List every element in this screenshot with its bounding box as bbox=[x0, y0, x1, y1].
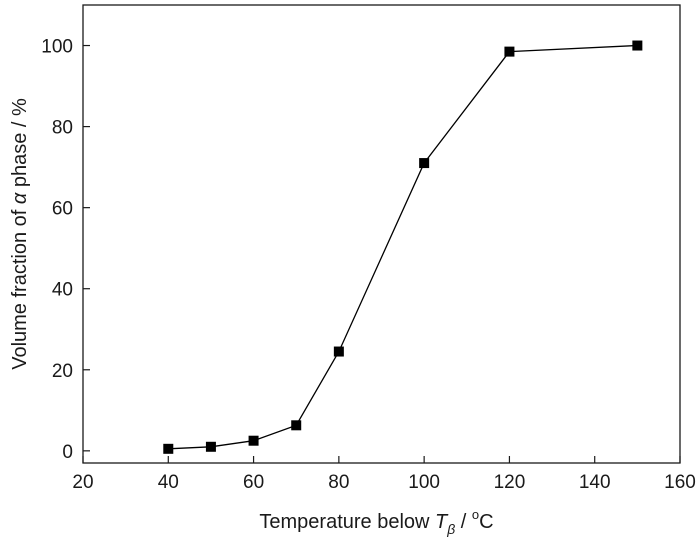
plot-frame bbox=[82, 4, 681, 464]
x-tick-label: 160 bbox=[664, 472, 696, 493]
data-point bbox=[163, 443, 174, 454]
data-point bbox=[504, 46, 515, 57]
x-tick-label: 60 bbox=[243, 472, 264, 493]
plot-border bbox=[82, 4, 681, 464]
data-point bbox=[333, 346, 344, 357]
x-tick-label: 40 bbox=[158, 472, 179, 493]
series-layer bbox=[163, 40, 643, 454]
y-tick-label: 0 bbox=[62, 442, 73, 463]
x-tick-label: 100 bbox=[408, 472, 440, 493]
y-tick-label: 60 bbox=[52, 199, 73, 220]
x-tick-label: 20 bbox=[72, 472, 93, 493]
y-axis: 0 20 40 60 80 100 bbox=[41, 37, 90, 463]
y-tick-label: 40 bbox=[52, 280, 73, 301]
y-axis-title: Volume fraction of α phase / % bbox=[9, 98, 31, 370]
x-axis-title: Temperature below Tβ / oC bbox=[259, 507, 493, 537]
x-tick-label: 120 bbox=[494, 472, 526, 493]
y-tick-label: 80 bbox=[52, 118, 73, 139]
data-point bbox=[419, 158, 430, 169]
data-point bbox=[205, 441, 216, 452]
x-axis: 20 40 60 80 100 120 140 160 bbox=[72, 456, 696, 493]
x-tick-label: 80 bbox=[328, 472, 349, 493]
data-point bbox=[632, 40, 643, 51]
data-point bbox=[248, 435, 259, 446]
data-point bbox=[291, 420, 302, 431]
series-line bbox=[168, 44, 638, 450]
y-tick-label: 100 bbox=[41, 37, 73, 58]
y-tick-label: 20 bbox=[52, 361, 73, 382]
x-tick-label: 140 bbox=[579, 472, 611, 493]
